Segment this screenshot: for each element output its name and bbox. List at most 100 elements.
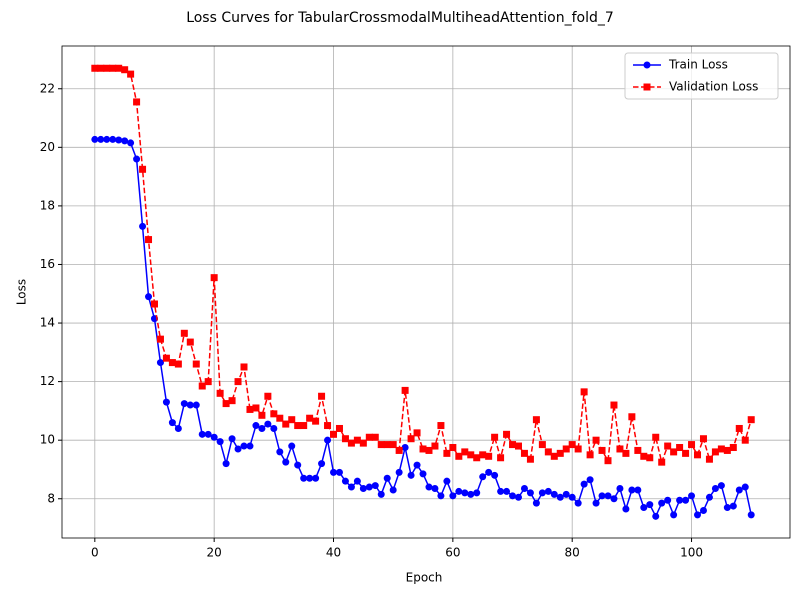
marker [133, 98, 141, 106]
marker [204, 430, 212, 438]
marker [562, 490, 570, 498]
marker [431, 485, 439, 493]
marker [162, 354, 170, 362]
legend-label: Validation Loss [669, 80, 758, 94]
y-tick-label: 22 [40, 81, 55, 95]
marker [682, 496, 690, 504]
marker [479, 451, 487, 459]
marker [556, 493, 564, 501]
marker [425, 483, 433, 491]
marker [676, 496, 684, 504]
marker [413, 461, 421, 469]
marker [330, 430, 338, 438]
x-tick-label: 40 [326, 546, 341, 560]
marker [574, 445, 582, 453]
marker [735, 486, 743, 494]
marker [335, 424, 343, 432]
y-tick-label: 10 [40, 433, 55, 447]
plot-frame [61, 45, 791, 539]
marker [335, 468, 343, 476]
marker [222, 460, 230, 468]
marker [264, 392, 272, 400]
marker [407, 435, 415, 443]
marker [425, 446, 433, 454]
marker [216, 389, 224, 397]
marker [353, 477, 361, 485]
marker [443, 477, 451, 485]
marker [449, 444, 457, 452]
marker [747, 511, 755, 519]
marker [544, 448, 552, 456]
y-tick-label: 20 [40, 140, 55, 154]
marker [705, 455, 713, 463]
marker [341, 477, 349, 485]
marker [270, 424, 278, 432]
marker [598, 446, 606, 454]
marker [139, 165, 147, 173]
marker [455, 487, 463, 495]
marker [658, 499, 666, 507]
marker [670, 448, 678, 456]
marker [717, 482, 725, 490]
marker [383, 441, 391, 449]
marker [586, 476, 594, 484]
marker [562, 445, 570, 453]
marker [168, 359, 176, 367]
marker [162, 398, 170, 406]
marker [694, 451, 702, 459]
marker [514, 493, 522, 501]
marker [485, 468, 493, 476]
marker [389, 486, 397, 494]
marker [526, 455, 534, 463]
marker [234, 378, 242, 386]
marker [723, 446, 731, 454]
marker [210, 274, 218, 282]
marker [121, 137, 129, 145]
marker [741, 436, 749, 444]
marker [246, 442, 254, 450]
marker [347, 439, 355, 447]
marker [747, 416, 755, 424]
marker [717, 445, 725, 453]
marker [735, 424, 743, 432]
marker [204, 378, 212, 386]
marker [288, 442, 296, 450]
marker [729, 502, 737, 510]
marker [282, 458, 290, 466]
legend: Train Loss Validation Loss [624, 52, 779, 100]
marker [532, 499, 540, 507]
marker [729, 444, 737, 452]
x-tick-label: 0 [91, 546, 99, 560]
marker [371, 433, 379, 441]
marker [371, 482, 379, 490]
marker [604, 492, 612, 500]
marker [91, 135, 99, 143]
marker [455, 452, 463, 460]
marker [622, 449, 630, 457]
legend-label: Train Loss [668, 58, 728, 72]
marker [580, 388, 588, 396]
marker [705, 493, 713, 501]
marker [616, 485, 624, 493]
marker [377, 441, 385, 449]
marker [437, 492, 445, 500]
marker [359, 485, 367, 493]
marker [664, 442, 672, 450]
marker [723, 504, 731, 512]
marker [300, 474, 308, 482]
marker [616, 445, 624, 453]
marker [520, 485, 528, 493]
marker [258, 424, 266, 432]
marker [473, 489, 481, 497]
marker [109, 135, 117, 143]
marker [133, 155, 141, 163]
marker [520, 449, 528, 457]
marker [210, 433, 218, 441]
y-tick-label: 18 [40, 198, 55, 212]
marker [246, 405, 254, 413]
marker [694, 511, 702, 519]
marker [503, 487, 511, 495]
x-tick-label: 60 [445, 546, 460, 560]
marker [658, 458, 666, 466]
